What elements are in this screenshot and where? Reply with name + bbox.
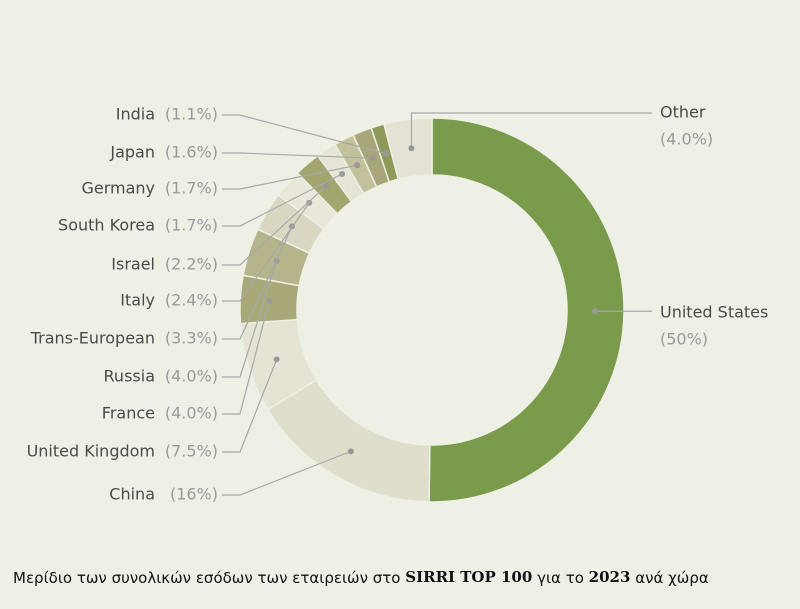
label-value: (50%) <box>660 330 708 349</box>
caption-part: 2023 <box>589 568 631 586</box>
leader-dot <box>369 155 376 162</box>
label-name: Germany <box>81 179 155 198</box>
label-value: (2.4%) <box>165 291 218 310</box>
label-name: Other <box>660 103 706 122</box>
label-value: (1.1%) <box>165 105 218 124</box>
label-name: Italy <box>120 291 155 310</box>
label-name: South Korea <box>58 216 155 235</box>
label-name: United States <box>660 303 768 322</box>
leader-dot <box>306 199 313 206</box>
label-name: Japan <box>109 143 155 162</box>
caption-part: SIRRI TOP 100 <box>405 568 532 586</box>
leader-dot <box>408 145 415 152</box>
leader-line <box>222 164 358 190</box>
label-name: France <box>102 404 155 423</box>
leader-line <box>222 114 386 155</box>
caption-part: Μερίδιο των συνολικών εσόδων των εταιρει… <box>13 569 405 587</box>
label-name: Russia <box>104 367 155 386</box>
leader-dot <box>591 308 598 315</box>
caption: Μερίδιο των συνολικών εσόδων των εταιρει… <box>13 568 709 587</box>
leader-line <box>222 173 343 227</box>
leader-dot <box>354 162 361 169</box>
label-name: China <box>109 485 155 504</box>
leader-line <box>222 359 278 453</box>
leader-line <box>410 112 652 149</box>
leader-dot <box>347 448 354 455</box>
leader-dot <box>273 356 280 363</box>
label-value: (1.7%) <box>165 179 218 198</box>
caption-part: για το <box>532 569 588 587</box>
label-value: (1.7%) <box>165 216 218 235</box>
label-value: (4.0%) <box>165 367 218 386</box>
label-value: (4.0%) <box>165 404 218 423</box>
label-value: (4.0%) <box>660 130 713 149</box>
label-name: India <box>116 105 155 124</box>
leader-line <box>222 202 310 302</box>
slice <box>266 378 431 503</box>
leader-line <box>222 226 293 340</box>
label-value: (3.3%) <box>165 329 218 348</box>
leader-line <box>222 450 352 496</box>
leader-dot <box>339 171 346 178</box>
slice <box>383 117 433 181</box>
leader-dot <box>266 297 273 304</box>
label-name: United Kingdom <box>27 442 155 461</box>
leader-dot <box>323 183 330 190</box>
leader-line <box>222 185 327 266</box>
leader-line <box>222 300 270 415</box>
label-name: Trans-European <box>30 329 155 348</box>
leader-line <box>222 152 373 159</box>
label-value: (1.6%) <box>165 143 218 162</box>
label-value: (16%) <box>170 485 218 504</box>
label-value: (2.2%) <box>165 255 218 274</box>
label-value: (7.5%) <box>165 442 218 461</box>
leader-line <box>222 260 278 378</box>
caption-part: ανά χώρα <box>630 569 708 587</box>
leader-dot <box>382 150 389 157</box>
label-name: Israel <box>111 255 155 274</box>
slice <box>428 117 625 503</box>
